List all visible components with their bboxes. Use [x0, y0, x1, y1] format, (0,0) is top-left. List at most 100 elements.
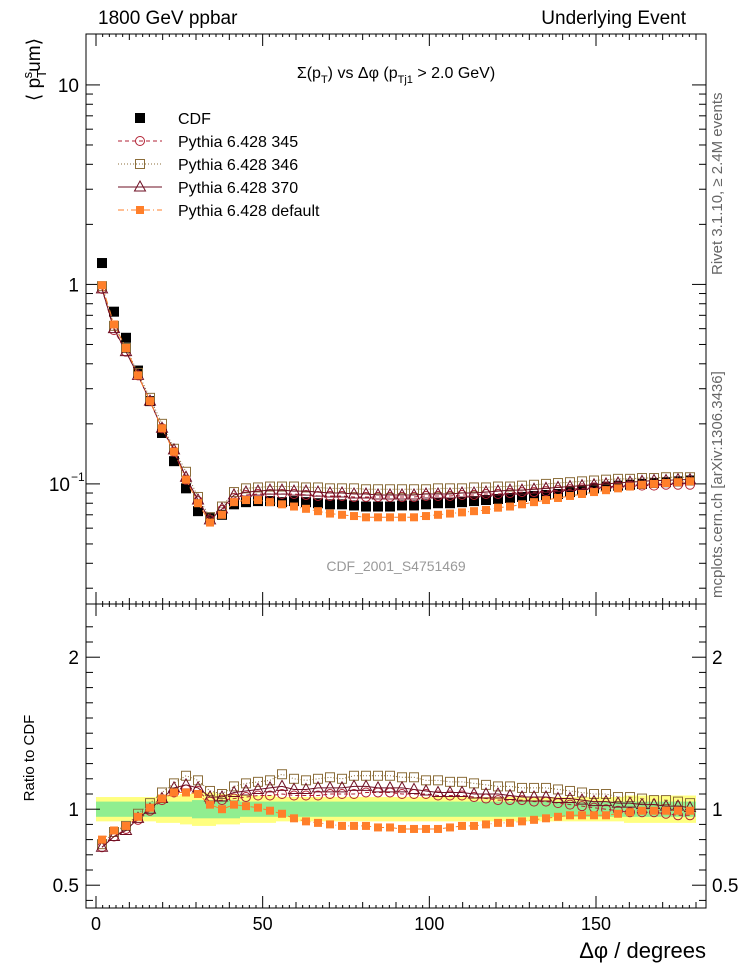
ratio-band-inner [360, 801, 372, 817]
ratio-series-2-point [299, 782, 313, 794]
series-3-point [503, 483, 517, 495]
ratio-series-3-point [506, 818, 514, 827]
ratio-series-1-point [181, 770, 191, 781]
ratio-series-1-point [217, 789, 227, 799]
ratio-series-2-point [323, 780, 337, 793]
ratio-series-3-point [254, 803, 262, 812]
series-0-point [301, 497, 311, 508]
ratio-series-3-point [170, 788, 178, 797]
ratio-series-2-point [455, 785, 469, 797]
series-4-point [338, 510, 346, 519]
ratio-series-3-point [494, 818, 502, 827]
series-4-point [554, 493, 562, 502]
ratio-band-inner [516, 801, 528, 817]
series-0-point [373, 501, 383, 512]
series-2-point [241, 483, 251, 494]
ratio-series-0-point [493, 795, 503, 806]
series-1-line [101, 288, 690, 521]
series-4-point [662, 479, 670, 488]
ratio-series-2-point [359, 779, 373, 791]
ratio-series-1-point [313, 773, 323, 784]
ratio-series-1-point [529, 782, 539, 793]
ratio-series-1-point [481, 779, 491, 790]
ratio-series-3-point [374, 823, 382, 832]
ratio-series-2-point [599, 794, 613, 807]
ratio-series-1-point [241, 778, 251, 789]
series-2-point [301, 482, 311, 493]
ratio-series-3-point [518, 817, 526, 826]
series-3-point [419, 486, 433, 499]
ratio-series-1-point [409, 772, 419, 783]
ratio-series-3-point [326, 820, 334, 829]
ratio-y-tick-label-right: 1 [712, 800, 723, 821]
ratio-series-0-point [625, 807, 635, 818]
ratio-series-2-point [395, 780, 409, 793]
plot-title: Σ(pT) vs Δφ (pTj1 > 2.0 GeV) [297, 65, 495, 86]
ratio-series-1-point [193, 775, 203, 786]
series-3-point [479, 485, 493, 497]
series-2-point [349, 483, 359, 494]
header-left: 1800 GeV ppbar [98, 8, 238, 29]
legend-label: Pythia 6.428 345 [178, 134, 298, 151]
series-4-point [566, 491, 574, 500]
series-3-point [515, 483, 529, 495]
ratio-series-1-point [601, 789, 611, 799]
ratio-series-3-point [278, 809, 286, 818]
series-3-point [491, 484, 505, 496]
legend-label: Pythia 6.428 default [178, 203, 320, 220]
series-3-point [263, 483, 277, 495]
series-3-point [275, 483, 289, 495]
ratio-band-inner [180, 801, 192, 817]
ratio-band-inner [420, 801, 432, 817]
legend-marker [135, 159, 145, 169]
x-tick-label: 100 [414, 914, 444, 934]
series-2-point [505, 481, 515, 492]
ratio-series-3-point [470, 821, 478, 830]
ratio-series-3-point [206, 800, 214, 809]
series-2-point [265, 481, 275, 492]
series-2-point [445, 483, 455, 494]
series-3-point [443, 486, 457, 499]
legend-label: CDF [178, 111, 211, 128]
series-4-point [362, 513, 370, 522]
ratio-series-3-point [398, 824, 406, 833]
ratio-series-3-point [110, 826, 118, 835]
series-3-point [287, 484, 301, 496]
ratio-series-2-point [503, 788, 517, 801]
series-2-point [277, 481, 287, 492]
series-4-point [446, 509, 454, 518]
series-3-point [467, 485, 481, 498]
series-4-point [530, 498, 538, 507]
series-3-point [335, 485, 349, 498]
series-4-point [350, 512, 358, 521]
series-4-point [158, 424, 166, 433]
ratio-series-1-point [277, 769, 287, 780]
ratio-series-2-point [539, 790, 553, 802]
ratio-series-3-point [590, 811, 598, 820]
series-2-point [373, 484, 383, 495]
ratio-series-1-point [301, 775, 311, 786]
ratio-series-2-point [575, 793, 589, 805]
ratio-series-1-point [661, 795, 671, 806]
series-4-point [410, 513, 418, 522]
ratio-series-3-point [194, 790, 202, 798]
series-3-point [299, 484, 313, 496]
series-0-point [349, 500, 359, 511]
series-3-point [359, 486, 373, 499]
ratio-band-inner [372, 801, 384, 817]
ratio-series-1-point [229, 781, 239, 792]
series-2-point [229, 487, 239, 498]
ratio-series-3-point [434, 824, 442, 833]
legend-marker [133, 179, 147, 192]
ratio-band-inner [168, 801, 180, 817]
ratio-band-inner [336, 801, 348, 817]
ratio-series-2-point [347, 779, 361, 791]
series-4-point [266, 498, 274, 507]
series-0-point [181, 483, 191, 494]
ratio-series-0-point [265, 790, 275, 801]
ratio-band-inner [492, 801, 504, 817]
ratio-band-inner [108, 801, 120, 817]
ratio-series-3-point [662, 806, 670, 815]
series-4-point [278, 500, 286, 509]
series-4-point [614, 484, 622, 493]
